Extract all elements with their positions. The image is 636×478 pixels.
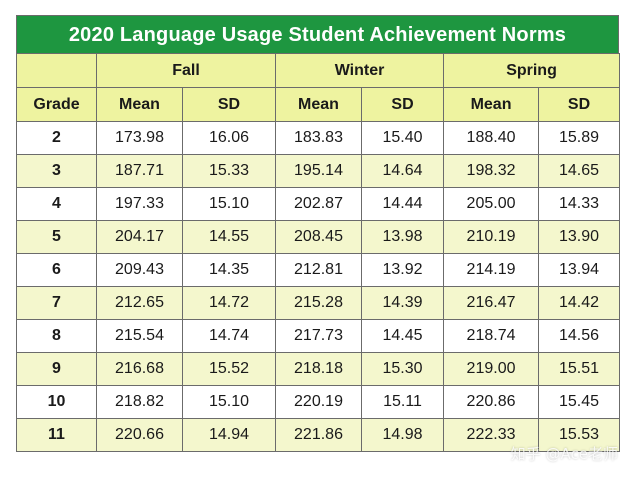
cell-winter-mean: 208.45 xyxy=(275,220,362,254)
column-header-winter-sd: SD xyxy=(360,87,445,122)
cell-grade: 6 xyxy=(16,253,97,287)
column-header-spring-mean: Mean xyxy=(443,87,540,122)
cell-fall-mean: 216.68 xyxy=(96,352,183,386)
season-header-spring: Spring xyxy=(443,53,621,88)
cell-winter-sd: 14.39 xyxy=(360,286,445,320)
table-row: 5 204.17 14.55 208.45 13.98 210.19 13.90 xyxy=(16,220,621,254)
table-row: 3 187.71 15.33 195.14 14.64 198.32 14.65 xyxy=(16,154,621,188)
cell-spring-sd: 13.94 xyxy=(538,253,621,287)
cell-fall-sd: 15.10 xyxy=(182,385,276,419)
cell-spring-sd: 14.33 xyxy=(538,187,621,221)
cell-spring-mean: 205.00 xyxy=(443,187,540,221)
cell-fall-mean: 209.43 xyxy=(96,253,183,287)
table-row: 11 220.66 14.94 221.86 14.98 222.33 15.53 xyxy=(16,418,621,452)
cell-grade: 8 xyxy=(16,319,97,353)
cell-winter-mean: 217.73 xyxy=(275,319,362,353)
column-header-fall-mean: Mean xyxy=(96,87,183,122)
cell-winter-mean: 212.81 xyxy=(275,253,362,287)
table-row: 8 215.54 14.74 217.73 14.45 218.74 14.56 xyxy=(16,319,621,353)
cell-winter-sd: 13.98 xyxy=(360,220,445,254)
cell-fall-mean: 173.98 xyxy=(96,121,183,155)
cell-spring-mean: 188.40 xyxy=(443,121,540,155)
cell-spring-mean: 210.19 xyxy=(443,220,540,254)
cell-fall-sd: 14.72 xyxy=(182,286,276,320)
column-header-spring-sd: SD xyxy=(538,87,621,122)
cell-spring-sd: 15.89 xyxy=(538,121,621,155)
cell-spring-mean: 198.32 xyxy=(443,154,540,188)
season-header-winter: Winter xyxy=(274,53,445,88)
cell-fall-mean: 212.65 xyxy=(96,286,183,320)
cell-spring-sd: 15.53 xyxy=(538,418,621,452)
cell-winter-sd: 13.92 xyxy=(360,253,445,287)
cell-spring-sd: 13.90 xyxy=(538,220,621,254)
cell-grade: 9 xyxy=(16,352,97,386)
table-row: 7 212.65 14.72 215.28 14.39 216.47 14.42 xyxy=(16,286,621,320)
cell-grade: 4 xyxy=(16,187,97,221)
cell-fall-sd: 15.33 xyxy=(182,154,276,188)
cell-grade: 2 xyxy=(16,121,97,155)
table-row: 6 209.43 14.35 212.81 13.92 214.19 13.94 xyxy=(16,253,621,287)
cell-winter-mean: 215.28 xyxy=(275,286,362,320)
cell-winter-sd: 14.44 xyxy=(360,187,445,221)
cell-winter-sd: 15.11 xyxy=(360,385,445,419)
cell-winter-mean: 218.18 xyxy=(275,352,362,386)
season-header-row: Fall Winter Spring xyxy=(16,53,621,88)
cell-grade: 3 xyxy=(16,154,97,188)
cell-fall-mean: 215.54 xyxy=(96,319,183,353)
cell-spring-mean: 214.19 xyxy=(443,253,540,287)
cell-fall-mean: 197.33 xyxy=(96,187,183,221)
table-title: 2020 Language Usage Student Achievement … xyxy=(16,15,619,53)
cell-fall-sd: 14.35 xyxy=(182,253,276,287)
column-header-row: Grade Mean SD Mean SD Mean SD xyxy=(16,87,621,122)
cell-spring-sd: 15.51 xyxy=(538,352,621,386)
cell-fall-sd: 14.55 xyxy=(182,220,276,254)
cell-fall-mean: 220.66 xyxy=(96,418,183,452)
table-row: 9 216.68 15.52 218.18 15.30 219.00 15.51 xyxy=(16,352,621,386)
cell-spring-mean: 216.47 xyxy=(443,286,540,320)
cell-winter-sd: 14.45 xyxy=(360,319,445,353)
cell-spring-mean: 220.86 xyxy=(443,385,540,419)
cell-fall-mean: 218.82 xyxy=(96,385,183,419)
cell-spring-mean: 218.74 xyxy=(443,319,540,353)
cell-winter-sd: 15.30 xyxy=(360,352,445,386)
cell-winter-mean: 202.87 xyxy=(275,187,362,221)
table-row: 4 197.33 15.10 202.87 14.44 205.00 14.33 xyxy=(16,187,621,221)
season-header-fall: Fall xyxy=(96,53,276,88)
cell-fall-sd: 15.52 xyxy=(182,352,276,386)
cell-spring-sd: 15.45 xyxy=(538,385,621,419)
column-header-winter-mean: Mean xyxy=(275,87,362,122)
cell-winter-mean: 183.83 xyxy=(275,121,362,155)
cell-spring-sd: 14.56 xyxy=(538,319,621,353)
table-body: 2 173.98 16.06 183.83 15.40 188.40 15.89 3 187.7… xyxy=(16,121,621,452)
cell-winter-sd: 15.40 xyxy=(360,121,445,155)
norms-table: Fall Winter Spring Grade Mean SD Mean SD… xyxy=(16,53,621,452)
cell-grade: 7 xyxy=(16,286,97,320)
cell-winter-mean: 220.19 xyxy=(275,385,362,419)
cell-spring-sd: 14.65 xyxy=(538,154,621,188)
table-row: 10 218.82 15.10 220.19 15.11 220.86 15.45 xyxy=(16,385,621,419)
cell-grade: 11 xyxy=(16,418,97,452)
cell-winter-sd: 14.64 xyxy=(360,154,445,188)
cell-fall-mean: 204.17 xyxy=(96,220,183,254)
norms-table-container: 2020 Language Usage Student Achievement … xyxy=(16,15,621,452)
cell-spring-sd: 14.42 xyxy=(538,286,621,320)
cell-fall-sd: 15.10 xyxy=(182,187,276,221)
cell-winter-mean: 195.14 xyxy=(275,154,362,188)
cell-grade: 5 xyxy=(16,220,97,254)
table-row: 2 173.98 16.06 183.83 15.40 188.40 15.89 xyxy=(16,121,621,155)
cell-winter-sd: 14.98 xyxy=(360,418,445,452)
cell-fall-sd: 16.06 xyxy=(182,121,276,155)
cell-fall-sd: 14.74 xyxy=(182,319,276,353)
column-header-fall-sd: SD xyxy=(182,87,276,122)
cell-winter-mean: 221.86 xyxy=(275,418,362,452)
cell-spring-mean: 222.33 xyxy=(443,418,540,452)
cell-fall-mean: 187.71 xyxy=(96,154,183,188)
watermark-text: 知乎 @Ace老师 xyxy=(510,445,618,463)
column-header-grade: Grade xyxy=(16,87,97,122)
cell-fall-sd: 14.94 xyxy=(182,418,276,452)
cell-grade: 10 xyxy=(16,385,97,419)
cell-spring-mean: 219.00 xyxy=(443,352,540,386)
corner-cell xyxy=(16,53,97,88)
